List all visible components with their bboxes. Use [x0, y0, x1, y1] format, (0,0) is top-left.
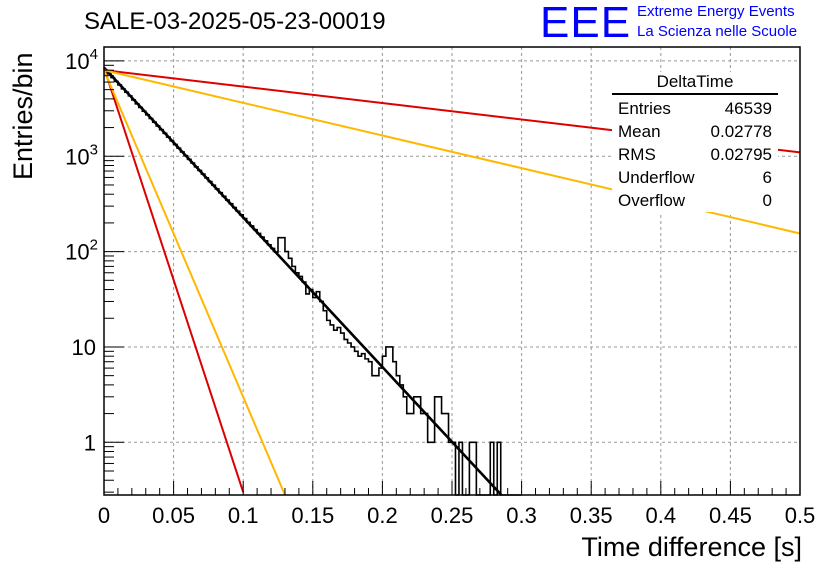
stat-row-underflow: Underflow 6: [612, 166, 778, 189]
fit-line-0: [103, 66, 503, 496]
y-tick-label: 102: [65, 237, 98, 265]
x-tick-label: 0: [98, 503, 110, 528]
stat-value: 46539: [724, 99, 772, 118]
stat-value: 0.02795: [710, 145, 772, 164]
stat-label: Overflow: [618, 191, 686, 210]
stat-value: 0: [762, 191, 772, 210]
chart-title: SALE-03-2025-05-23-00019: [84, 8, 386, 35]
logo-caption-line2: La Scienza nelle Scuole: [637, 23, 798, 40]
stat-label: Entries: [618, 99, 671, 118]
fit-line-1: [103, 67, 245, 493]
stat-row-mean: Mean 0.02778: [612, 120, 778, 143]
x-tick-label: 0.25: [431, 503, 474, 528]
y-tick-label: 1: [84, 430, 96, 455]
x-tick-label: 0.05: [152, 503, 195, 528]
stat-row-rms: RMS 0.02795: [612, 143, 778, 166]
y-tick-label: 104: [65, 46, 98, 74]
y-tick-label: 10: [72, 335, 96, 360]
y-axis-label: Entries/bin: [8, 52, 38, 180]
stat-value: 6: [762, 168, 772, 187]
fit-line-3: [103, 69, 286, 496]
x-tick-label: 0.5: [785, 503, 816, 528]
x-tick-label: 0.35: [570, 503, 613, 528]
eee-logo: EEE: [540, 0, 632, 47]
x-tick-label: 0.15: [291, 503, 334, 528]
x-tick-label: 0.2: [367, 503, 398, 528]
logo-caption-line1: Extreme Energy Events: [637, 3, 795, 20]
logo-caption: Extreme Energy Events La Scienza nelle S…: [637, 2, 797, 42]
x-axis-label: Time difference [s]: [581, 532, 802, 562]
x-tick-label: 0.1: [228, 503, 259, 528]
stat-value: 0.02778: [710, 122, 772, 141]
stats-title: DeltaTime: [612, 72, 778, 95]
stat-row-overflow: Overflow 0: [612, 189, 778, 212]
y-tick-label: 103: [65, 141, 98, 169]
grid-lines: [104, 47, 800, 495]
stats-box: DeltaTime Entries 46539 Mean 0.02778 RMS 0.…: [612, 72, 778, 212]
stat-label: Underflow: [618, 168, 695, 187]
x-tick-label: 0.45: [709, 503, 752, 528]
stat-label: Mean: [618, 122, 661, 141]
x-tick-label: 0.4: [646, 503, 677, 528]
stat-row-entries: Entries 46539: [612, 97, 778, 120]
stat-label: RMS: [618, 145, 656, 164]
axes-layer: 0 0.05 0.1 0.15 0.2 0.25 0.3 0.35 0.4 0.45 0.5 1 10 1…: [65, 46, 815, 528]
x-tick-label: 0.3: [506, 503, 537, 528]
